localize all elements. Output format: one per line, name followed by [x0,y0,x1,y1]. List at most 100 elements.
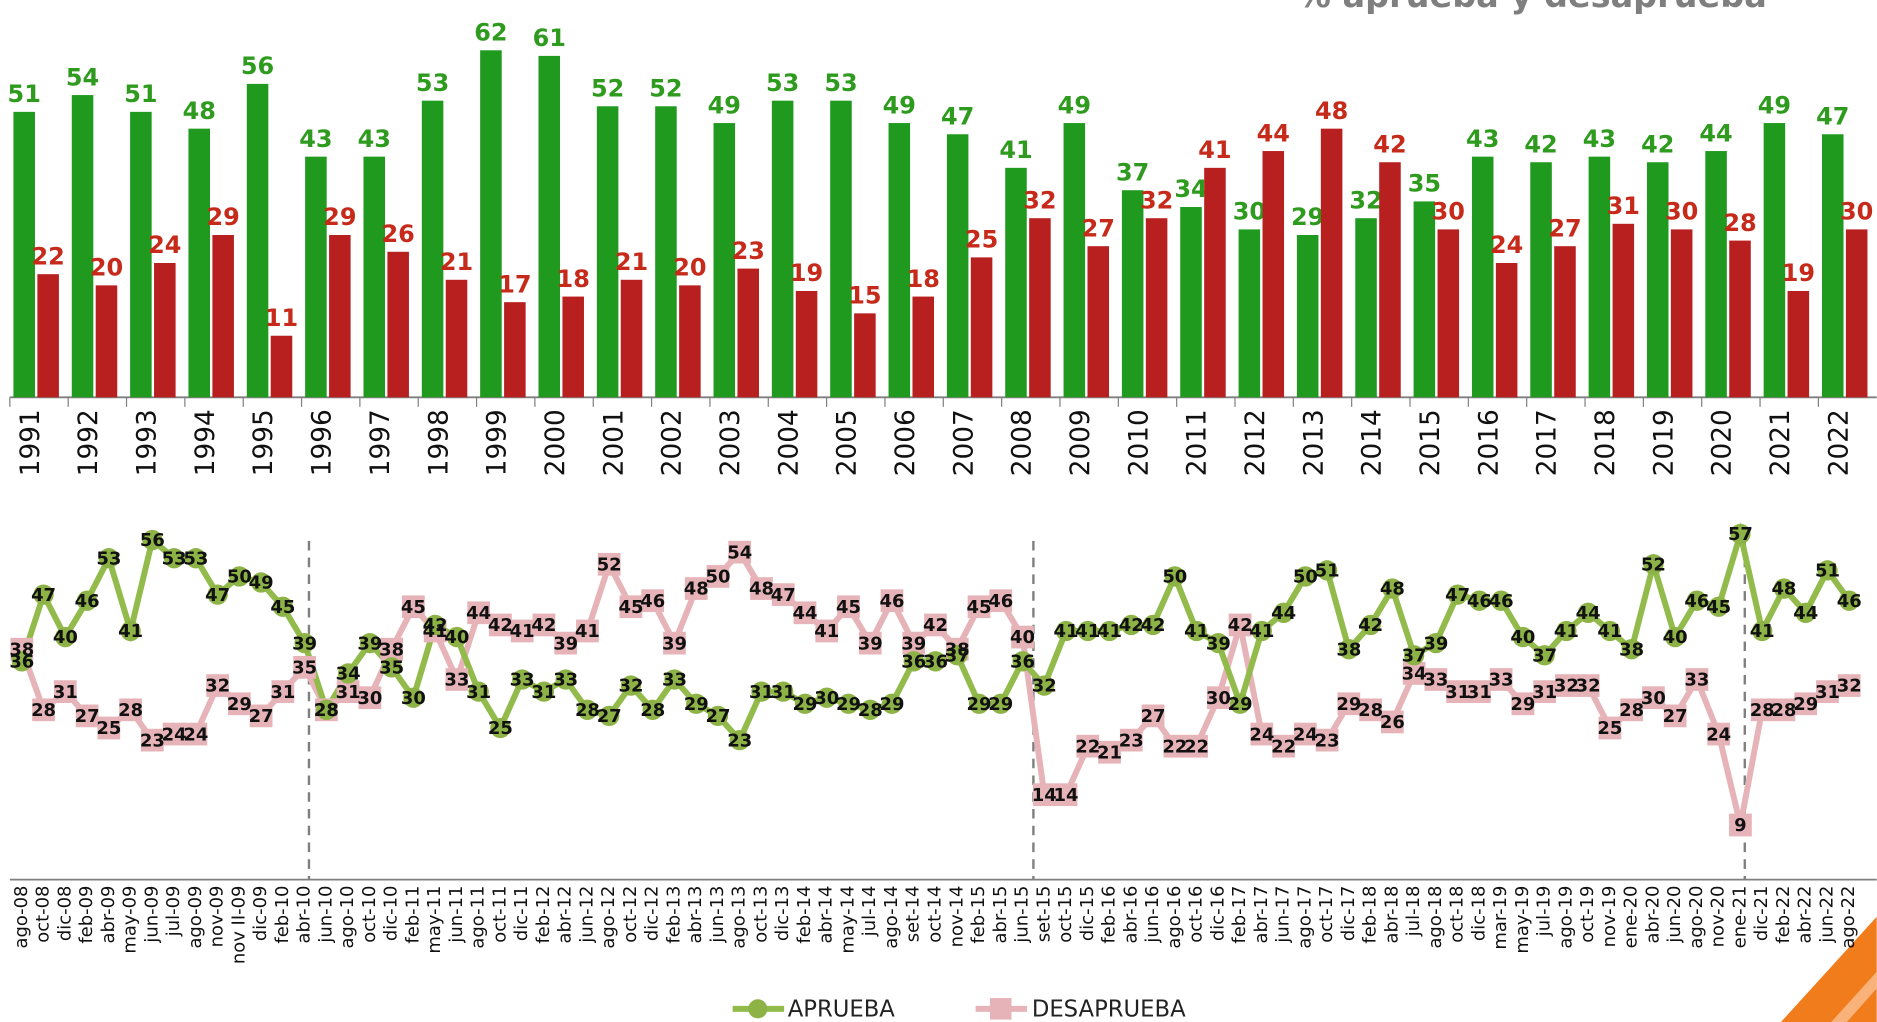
marker [1817,560,1838,581]
marker [1512,626,1534,648]
marker [1403,645,1425,666]
x-tick-label: ago-11 [468,886,489,949]
data-label: 29 [207,203,240,231]
x-tick-label: abr-10 [294,886,315,944]
marker [1380,710,1404,734]
x-tick-label: abr-15 [990,886,1011,944]
data-label: 46 [1837,591,1862,612]
marker [1707,722,1731,746]
data-label: 50 [1293,567,1318,588]
x-tick-label: 2006 [891,409,921,476]
marker [142,529,163,551]
data-label: 36 [923,652,948,673]
x-tick-label: abr-20 [1642,886,1663,944]
marker [902,631,926,655]
marker [1121,614,1142,636]
marker [511,669,533,690]
data-label: 42 [923,615,948,636]
x-tick-label: 2021 [1766,409,1796,476]
data-label: 43 [299,125,332,153]
x-tick-label: ago-16 [1164,886,1185,949]
bar [1145,218,1168,398]
x-tick-label: nov-14 [946,886,967,948]
x-tick-label: ago-17 [1294,886,1315,949]
marker [53,680,77,703]
data-label: 62 [474,19,507,47]
marker [272,596,294,617]
marker [489,613,512,637]
x-tick-label: ene-21 [1729,886,1750,949]
x-tick-label: oct-12 [620,886,641,943]
x-tick-label: 1992 [74,409,104,476]
data-label: 56 [241,52,274,80]
marker [1772,698,1796,722]
data-label: 32 [618,676,643,697]
data-label: 29 [684,694,709,715]
x-tick-label: jun-17 [1273,886,1294,944]
x-tick-label: 2003 [716,409,746,476]
data-label: 29 [1510,694,1535,715]
x-tick-label: 2012 [1241,409,1271,476]
data-label: 23 [727,730,752,751]
x-tick-label: nov II-09 [228,886,249,965]
data-label: 19 [790,259,823,287]
bar [95,285,118,398]
x-tick-label: 2020 [1708,409,1738,476]
marker [1315,728,1339,752]
data-label: 32 [1032,676,1057,697]
bar [1296,234,1319,398]
data-label: 49 [883,91,916,119]
x-tick-label: jun-09 [141,886,162,944]
x-tick-label: oct-19 [1577,886,1598,943]
data-label: 41 [1597,621,1622,642]
data-label: 29 [1228,694,1253,715]
marker [947,645,968,666]
data-label: 28 [640,700,665,721]
x-tick-label: dic-08 [54,886,75,942]
marker [1185,734,1208,758]
data-label: 30 [1665,198,1698,226]
data-label: 39 [858,633,883,654]
x-tick-label: jun-10 [315,886,336,944]
data-label: 61 [533,24,566,52]
x-tick-label: may-19 [1512,886,1533,954]
data-label: 27 [1548,214,1581,242]
data-label: 22 [1184,736,1209,757]
x-tick-label: 1997 [366,409,396,476]
bar [130,111,152,398]
data-label: 49 [1058,91,1091,119]
marker [1424,668,1448,691]
data-label: 38 [1336,639,1361,660]
marker [619,595,643,619]
x-tick-label: 2019 [1649,409,1679,476]
x-tick-label: feb-10 [272,886,293,944]
data-label: 32 [1576,676,1601,697]
bar [1262,151,1285,398]
marker [989,589,1013,613]
marker [1208,632,1229,654]
marker [1054,783,1078,807]
data-label: 47 [205,585,230,606]
data-label: 44 [1793,603,1818,624]
bar [1705,151,1727,398]
marker [1032,783,1056,807]
legend: APRUEBA DESAPRUEBA [732,997,1186,1022]
bar [13,111,35,398]
data-label: 54 [66,63,99,91]
data-label: 28 [858,700,883,721]
bar [679,285,701,398]
data-label: 27 [705,706,730,727]
x-tick-label: may-14 [837,886,858,954]
x-tick-label: ago-20 [1686,886,1707,949]
data-label: 42 [1641,130,1674,158]
x-tick-label: abr-16 [1120,886,1141,944]
data-label: 31 [1607,192,1640,220]
marker [1142,614,1164,636]
bar [305,156,327,398]
data-label: 44 [1699,119,1732,147]
data-label: 33 [510,670,535,691]
x-tick-label: jul-14 [859,886,880,938]
data-label: 41 [1249,621,1274,642]
marker [729,729,750,751]
